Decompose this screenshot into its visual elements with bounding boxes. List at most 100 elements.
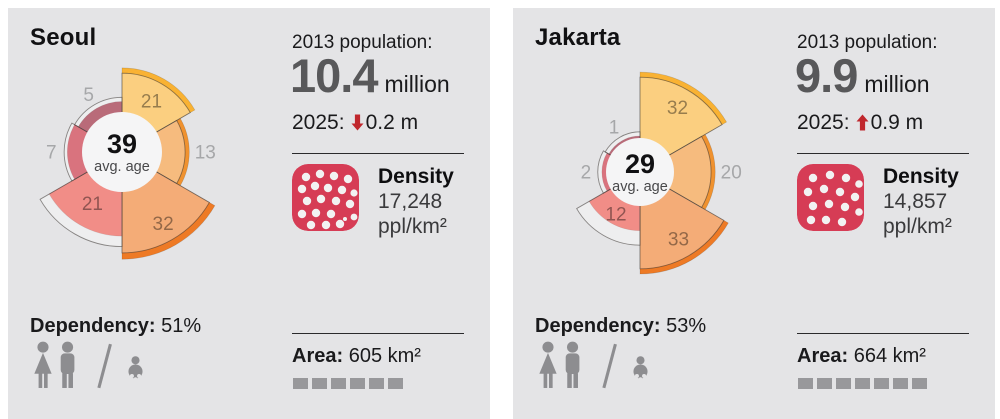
area-squares: [798, 376, 931, 394]
dependency-line: Dependency: 53%: [535, 315, 706, 338]
density-dot: [310, 181, 320, 191]
woman-icon: [542, 341, 554, 353]
avg-age-label: avg. age: [94, 159, 150, 175]
dependency-value: 51%: [161, 315, 202, 337]
area-line: Area: 664 km²: [797, 345, 926, 368]
density-dot: [835, 187, 845, 197]
man-icon: [61, 341, 74, 353]
dependency-value: 53%: [666, 315, 707, 337]
area-square: [312, 378, 327, 389]
age-band-value-label: 32: [667, 98, 688, 119]
chart-center-circle: [606, 138, 674, 206]
area-value: 605 km²: [348, 345, 421, 367]
density-dot: [855, 208, 863, 216]
projection-change-value: 0.9 m: [870, 111, 924, 134]
area-square: [874, 378, 889, 389]
population-value: 10.4: [290, 49, 378, 102]
area-squares: [293, 376, 407, 394]
density-dot: [808, 201, 818, 211]
slash-icon: [97, 343, 112, 389]
density-dot: [337, 185, 347, 195]
density-dot: [837, 217, 847, 227]
density-dot: [840, 202, 850, 212]
projection-year-label: 2025:: [797, 111, 850, 134]
population-unit: million: [864, 71, 930, 97]
area-square: [388, 378, 403, 389]
woman-icon: [37, 341, 49, 353]
man-icon: [566, 341, 579, 353]
city-card-seoul: Seoul 39 avg. age 21 13 32 21 7 5 2013 populati…: [8, 8, 490, 419]
divider-line: [292, 333, 464, 334]
adults-icon: [539, 341, 580, 388]
dependency-pictograms: [32, 341, 148, 391]
age-band-value-label: 32: [153, 214, 174, 235]
density-label: Density: [378, 165, 454, 188]
density-dot: [301, 172, 311, 182]
population-decrease-arrow-icon: [351, 114, 364, 131]
baby-icon: [633, 356, 648, 381]
area-square: [798, 378, 813, 389]
age-band-value-label: 20: [721, 163, 742, 184]
age-band-value-label: 33: [668, 229, 689, 250]
area-label: Area:: [797, 345, 849, 367]
avg-age-label: avg. age: [612, 179, 668, 195]
age-band-value-label: 1: [609, 118, 620, 139]
density-dot: [297, 184, 307, 194]
adults-icon: [34, 341, 75, 388]
density-dot: [345, 199, 355, 209]
density-value: 17,248: [378, 190, 443, 213]
density-icon: [797, 164, 864, 231]
density-dot: [808, 173, 818, 183]
density-dot: [824, 199, 834, 209]
population-unit: million: [384, 71, 450, 97]
density-dot: [316, 194, 326, 204]
density-dot: [323, 183, 333, 193]
projection-change-value: 0.2 m: [365, 111, 419, 134]
area-square: [293, 378, 308, 389]
city-title: Seoul: [30, 24, 97, 51]
density-dot: [806, 215, 816, 225]
density-dot: [297, 209, 307, 219]
chart-center-circle: [82, 112, 162, 192]
population-value-row: 10.4 million: [290, 48, 450, 103]
age-band-value-label: 21: [141, 91, 162, 112]
population-projection-row: 2025: 0.2 m: [292, 111, 418, 135]
avg-age-value: 39: [107, 129, 137, 159]
dependency-pictograms: [537, 341, 653, 391]
age-band-value-label: 12: [605, 204, 626, 225]
area-label: Area:: [292, 345, 344, 367]
density-dot: [841, 173, 851, 183]
population-increase-arrow-icon: [856, 114, 869, 131]
population-label: 2013 population:: [797, 32, 938, 53]
density-dot: [803, 187, 813, 197]
area-square: [855, 378, 870, 389]
density-dot: [850, 192, 860, 202]
dependency-label: Dependency:: [30, 315, 156, 337]
density-block: Density 17,248 ppl/km²: [378, 164, 454, 239]
density-dot: [819, 184, 829, 194]
divider-line: [797, 153, 969, 154]
density-block: Density 14,857 ppl/km²: [883, 164, 959, 239]
age-band-value-label: 21: [82, 194, 103, 215]
density-dot: [321, 220, 331, 230]
density-dot: [821, 215, 831, 225]
density-value: 14,857: [883, 190, 948, 213]
area-square: [369, 378, 384, 389]
age-band-value-label: 5: [83, 85, 94, 106]
density-dot: [329, 171, 339, 181]
density-dot: [343, 174, 353, 184]
avg-age-value: 29: [625, 149, 655, 179]
density-dot: [315, 169, 325, 179]
density-dot: [335, 219, 345, 229]
density-unit: ppl/km²: [378, 215, 447, 238]
age-band-value-label: 13: [195, 143, 216, 164]
dependency-line: Dependency: 51%: [30, 315, 201, 338]
density-dot: [331, 196, 341, 206]
density-dot: [350, 189, 358, 197]
density-dot: [311, 208, 321, 218]
age-band-projection-outline: [639, 135, 712, 209]
area-value: 664 km²: [853, 345, 926, 367]
density-unit: ppl/km²: [883, 215, 952, 238]
